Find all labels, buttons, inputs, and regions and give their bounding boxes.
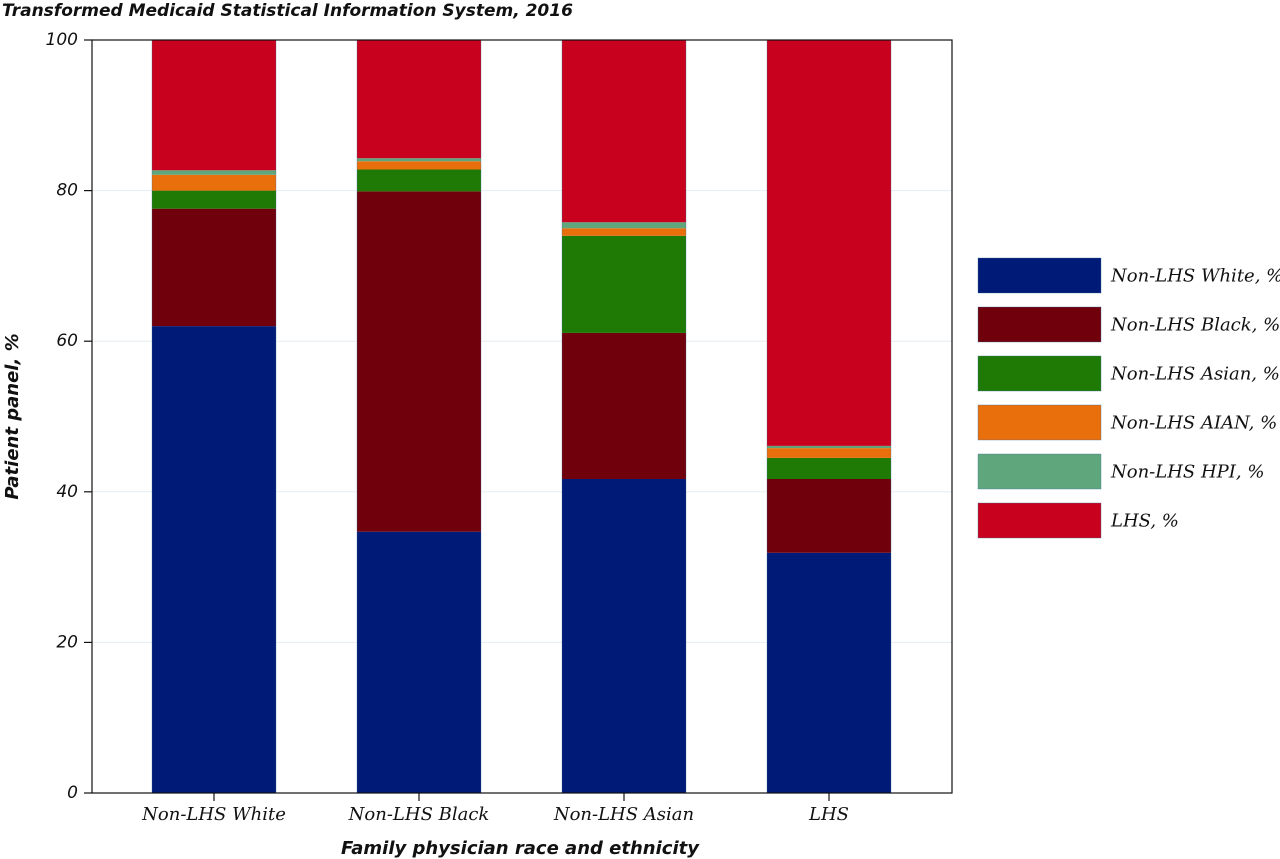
- bar-segment-0-0: [152, 326, 276, 793]
- legend-label-5: LHS, %: [1110, 511, 1179, 532]
- bar-segment-0-2: [152, 190, 276, 209]
- legend-label-0: Non-LHS White, %: [1110, 266, 1280, 287]
- y-axis: 0 20 40 60 80 100: [46, 30, 92, 803]
- y-tick-label-0: 0: [67, 783, 78, 803]
- legend-label-2: Non-LHS Asian, %: [1110, 364, 1280, 385]
- legend-label-4: Non-LHS HPI, %: [1110, 462, 1264, 483]
- x-tick-label-2: Non-LHS Asian: [553, 804, 694, 825]
- x-tick-label-3: LHS: [808, 804, 849, 825]
- bar-segment-3-0: [767, 552, 891, 793]
- y-axis-title: Patient panel, %: [2, 333, 23, 499]
- bar-segment-1-2: [357, 169, 481, 192]
- bar-segment-2-0: [562, 478, 686, 793]
- x-tick-label-1: Non-LHS Black: [348, 804, 490, 825]
- bar-segment-3-2: [767, 457, 891, 479]
- legend-swatch-1: [977, 306, 1102, 343]
- bar-segment-2-2: [562, 235, 686, 333]
- legend-item-4: Non-LHS HPI, %: [977, 453, 1264, 490]
- bar-segment-2-4: [562, 222, 686, 229]
- legend-swatch-3: [977, 404, 1102, 441]
- legend-item-2: Non-LHS Asian, %: [977, 355, 1280, 392]
- bar-segment-3-4: [767, 445, 891, 449]
- bar-segment-2-1: [562, 332, 686, 479]
- legend-swatch-2: [977, 355, 1102, 392]
- bar-segment-0-4: [152, 170, 276, 175]
- bar-segment-1-5: [357, 40, 481, 159]
- legend-swatch-4: [977, 453, 1102, 490]
- x-axis-title: Family physician race and ethnicity: [341, 838, 700, 859]
- bar-segment-1-3: [357, 161, 481, 170]
- legend: Non-LHS White, % Non-LHS Black, % Non-LHS …: [977, 257, 1280, 539]
- bar-stack-3: [766, 39, 892, 794]
- legend-item-3: Non-LHS AIAN, %: [977, 404, 1277, 441]
- x-axis: Non-LHS White Non-LHS Black Non-LHS Asian L…: [141, 793, 849, 825]
- y-tick-label-40: 40: [56, 482, 78, 502]
- bar-segment-0-5: [152, 40, 276, 171]
- bar-segment-1-4: [357, 158, 481, 162]
- y-tick-label-100: 100: [46, 30, 78, 50]
- bar-stack-0: [151, 39, 277, 794]
- bar-stack-2: [561, 39, 687, 794]
- bar-segment-3-3: [767, 448, 891, 458]
- legend-label-1: Non-LHS Black, %: [1110, 315, 1280, 336]
- bar-segment-3-1: [767, 478, 891, 553]
- bar-segment-0-1: [152, 208, 276, 327]
- y-tick-label-80: 80: [56, 181, 78, 201]
- bar-segment-1-0: [357, 531, 481, 793]
- bar-segment-2-5: [562, 40, 686, 223]
- bar-stack-1: [356, 39, 482, 794]
- bars: [151, 39, 892, 794]
- bar-segment-3-5: [767, 40, 891, 446]
- legend-swatch-5: [977, 502, 1102, 539]
- bar-segment-2-3: [562, 228, 686, 236]
- bar-segment-1-1: [357, 191, 481, 532]
- legend-swatch-0: [977, 257, 1102, 294]
- legend-item-0: Non-LHS White, %: [977, 257, 1280, 294]
- y-tick-label-20: 20: [56, 632, 78, 652]
- y-tick-label-60: 60: [56, 331, 78, 351]
- chart-title: Transformed Medicaid Statistical Informa…: [2, 1, 573, 21]
- plot-area-frame: [91, 39, 953, 794]
- x-tick-label-0: Non-LHS White: [141, 804, 286, 825]
- legend-item-1: Non-LHS Black, %: [977, 306, 1280, 343]
- legend-label-3: Non-LHS AIAN, %: [1110, 413, 1277, 434]
- legend-item-5: LHS, %: [977, 502, 1179, 539]
- bar-segment-0-3: [152, 174, 276, 191]
